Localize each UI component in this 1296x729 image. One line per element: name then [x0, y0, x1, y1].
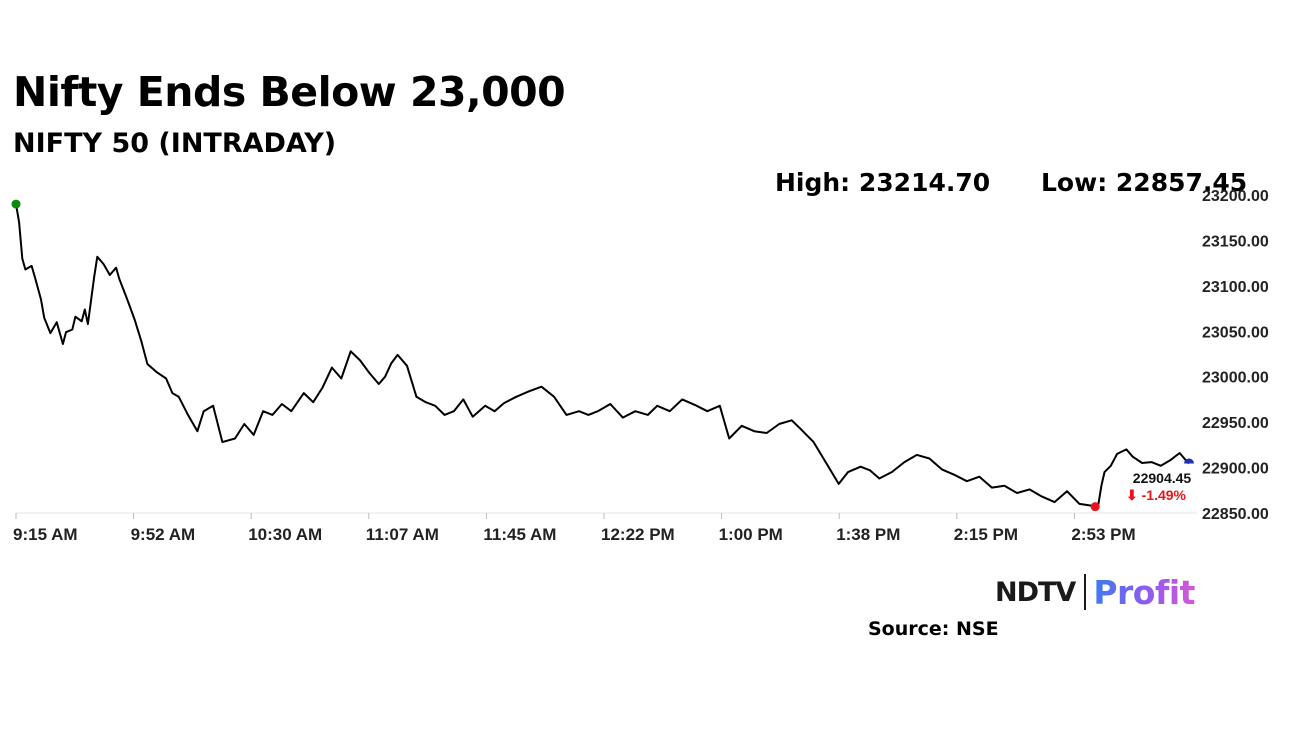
logo-divider [1084, 574, 1087, 610]
low-point-marker [1090, 502, 1100, 512]
x-tick-label: 9:52 AM [131, 525, 196, 544]
chart-ticks: 22850.00 22900.00 22950.00 23000.00 23050.00… [13, 188, 1269, 544]
x-tick-label: 11:07 AM [366, 525, 439, 544]
y-tick-label: 22950.00 [1202, 415, 1269, 432]
y-tick-label: 23000.00 [1202, 370, 1269, 387]
x-tick-label: 1:00 PM [719, 525, 783, 544]
ndtv-profit-logo: NDTV Profit [995, 572, 1195, 612]
x-tick-label: 2:15 PM [954, 525, 1018, 544]
chart-markers [11, 199, 1194, 512]
x-tick-label: 11:45 AM [483, 525, 556, 544]
x-tick-label: 10:30 AM [248, 525, 322, 544]
source-note: Source: NSE [868, 618, 999, 640]
y-tick-label: 22850.00 [1202, 506, 1269, 523]
start-point-marker [11, 199, 21, 209]
y-tick-label: 22900.00 [1202, 461, 1269, 478]
day-low-stat: Low: 22857.45 [1041, 168, 1248, 197]
chart-title: Nifty Ends Below 23,000 [13, 68, 566, 116]
y-tick-label: 23150.00 [1202, 233, 1269, 250]
change-label: ⬇ -1.49% [1126, 487, 1187, 503]
y-tick-label: 23100.00 [1202, 279, 1269, 296]
day-high-stat: High: 23214.70 [775, 168, 991, 197]
x-tick-label: 12:22 PM [601, 525, 675, 544]
x-tick-label: 9:15 AM [13, 525, 78, 544]
y-tick-label: 23200.00 [1202, 188, 1269, 205]
last-value-label: 22904.45 [1133, 470, 1192, 486]
logo-profit-text: Profit [1093, 572, 1195, 612]
y-tick-label: 23050.00 [1202, 324, 1269, 341]
chart-subtitle: NIFTY 50 (INTRADAY) [13, 128, 337, 159]
logo-ndtv-text: NDTV [995, 576, 1076, 608]
price-line [15, 203, 1190, 508]
x-tick-label: 1:38 PM [836, 525, 900, 544]
x-tick-label: 2:53 PM [1071, 525, 1135, 544]
last-point-marker [1184, 458, 1194, 464]
